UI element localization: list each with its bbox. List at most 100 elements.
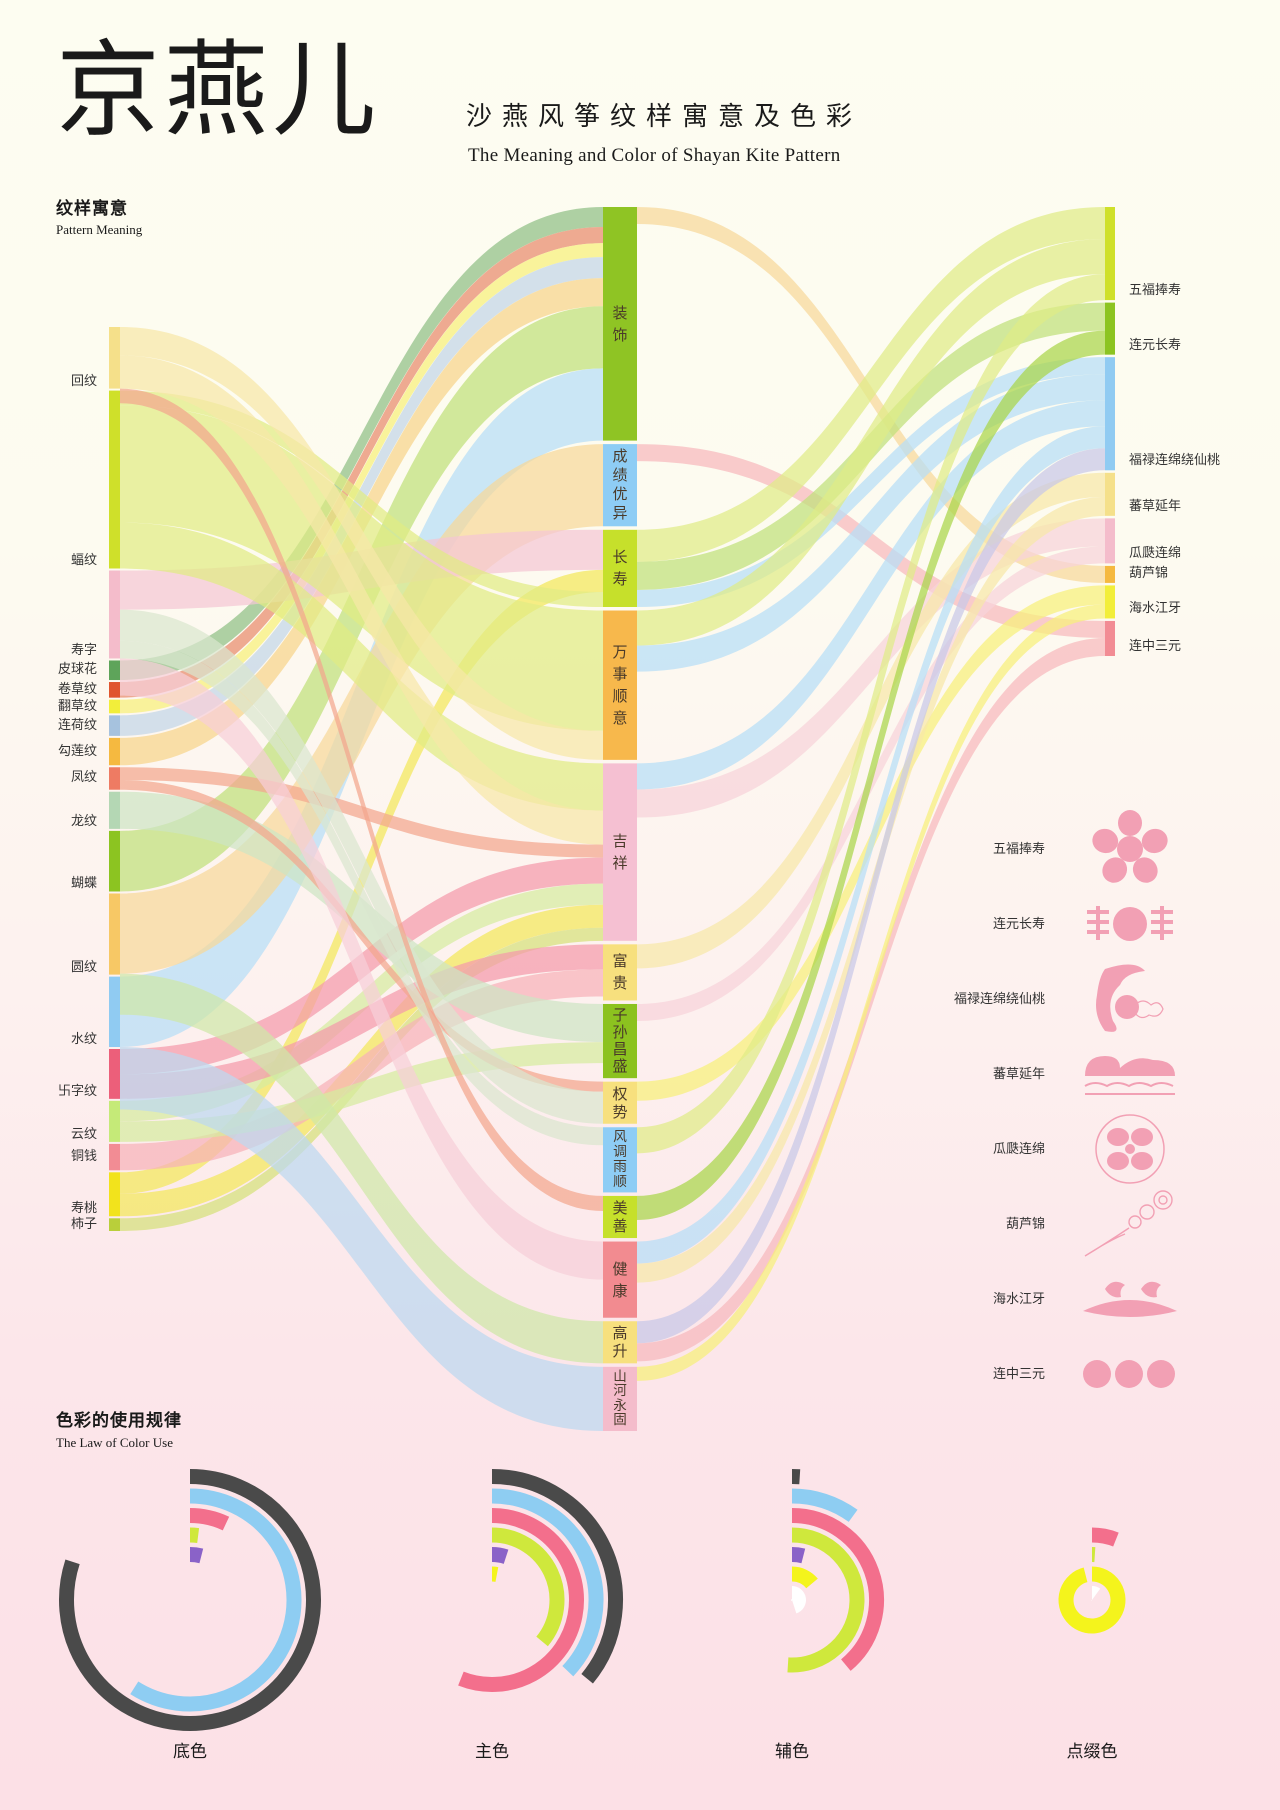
bat-peach-cloud-icon	[1075, 959, 1185, 1039]
pattern-node-回纹	[109, 327, 120, 389]
pattern-node-龙纹	[109, 791, 120, 829]
meaning-node-健康	[603, 1241, 637, 1318]
radial-chart-辅色	[787, 1469, 884, 1673]
composite-node-葫芦锦	[1105, 565, 1115, 583]
sankey-diagram	[109, 207, 1115, 1431]
pattern-label: 卐字纹	[57, 1083, 97, 1099]
radial-chart-label: 辅色	[775, 1742, 809, 1762]
meaning-node-权势	[603, 1081, 637, 1124]
pattern-node-皮球花	[109, 660, 120, 681]
pattern-label: 卷草纹	[57, 681, 97, 697]
five-bats-flower-icon	[1075, 809, 1185, 889]
pattern-node-铜钱	[109, 1143, 120, 1171]
radial-bar	[791, 1566, 818, 1589]
section-color-subtitle: The Law of Color Use	[56, 1435, 173, 1450]
pattern-icon-row: 蕃草延年	[900, 1056, 1280, 1138]
composite-node-瓜瓞连绵	[1105, 518, 1115, 564]
composite-label: 五福捧寿	[1129, 283, 1182, 299]
pattern-label: 勾莲纹	[57, 743, 97, 759]
link-云纹-吉祥	[120, 883, 603, 1122]
radial-bar	[130, 1488, 302, 1712]
pattern-node-寿字	[109, 570, 120, 659]
link-健康-福禄连绵绕仙桃	[637, 426, 1105, 1264]
section-pattern-subtitle: Pattern Meaning	[56, 222, 143, 237]
link-蝠纹-长寿	[120, 390, 603, 607]
meaning-label: 吉祥	[612, 832, 628, 873]
link-凤纹-权势	[120, 779, 603, 1092]
meaning-label: 万事顺意	[612, 643, 628, 728]
meaning-label: 装饰	[612, 303, 628, 344]
link-长寿-福禄连绵绕仙桃	[637, 357, 1105, 607]
pattern-label: 皮球花	[57, 662, 97, 678]
pattern-label: 回纹	[70, 373, 97, 389]
composite-label: 连元长寿	[1129, 337, 1182, 353]
pattern-label: 翻草纹	[57, 698, 97, 714]
pattern-node-凤纹	[109, 767, 120, 790]
radial-bar	[189, 1527, 200, 1543]
pattern-icon-name: 福禄连绵绕仙桃	[953, 992, 1045, 1007]
link-吉祥-福禄连绵绕仙桃	[637, 400, 1105, 790]
gourd-spiral-icon	[1075, 1184, 1185, 1264]
pattern-label: 蝠纹	[70, 553, 97, 569]
radial-bar	[1058, 1566, 1126, 1634]
pattern-label: 铜钱	[70, 1149, 97, 1165]
pattern-node-翻草纹	[109, 699, 120, 714]
pattern-node-勾莲纹	[109, 737, 120, 766]
pattern-icon-name: 连中三元	[992, 1367, 1045, 1382]
link-龙纹-子孙昌盛	[120, 791, 603, 1043]
link-水纹-山河永固	[120, 1047, 603, 1431]
link-万事顺意-福禄连绵绕仙桃	[637, 374, 1105, 672]
radial-bar	[491, 1488, 604, 1677]
meaning-node-美善	[603, 1195, 637, 1239]
pattern-icon-row: 连中三元	[900, 1360, 1280, 1438]
pattern-label: 寿字	[70, 643, 97, 659]
link-回纹-美善	[120, 388, 603, 1211]
composite-label: 瓜瓞连绵	[1129, 546, 1182, 562]
meaning-node-长寿	[603, 529, 637, 607]
pattern-label: 龙纹	[70, 813, 97, 829]
radial-bar	[458, 1508, 584, 1692]
pattern-node-卷草纹	[109, 682, 120, 698]
radial-chart-主色	[458, 1469, 623, 1692]
pattern-label: 寿桃	[70, 1201, 97, 1217]
radial-chart-点缀色	[1058, 1527, 1126, 1634]
composite-node-连中三元	[1105, 620, 1115, 656]
radial-bar	[787, 1527, 865, 1673]
meaning-node-万事顺意	[603, 610, 637, 760]
pattern-node-柿子	[109, 1218, 120, 1231]
links-pattern-to-meaning	[120, 207, 603, 1431]
link-吉祥-瓜瓞连绵	[637, 518, 1105, 818]
radial-bar	[791, 1547, 806, 1564]
link-皮球花-装饰	[120, 207, 603, 681]
meaning-node-子孙昌盛	[603, 1003, 637, 1079]
composite-node-连元长寿	[1105, 302, 1115, 355]
link-山河永固-海水江牙	[637, 604, 1105, 1381]
pattern-icon-row: 五福捧寿	[900, 810, 1280, 913]
link-回纹-万事顺意	[120, 327, 603, 760]
composite-label: 福禄连绵绕仙桃	[1129, 453, 1221, 469]
link-圆纹-高升	[120, 973, 603, 1364]
meaning-node-富贵	[603, 944, 637, 1001]
pattern-node-圆纹	[109, 893, 120, 975]
pattern-label: 云纹	[70, 1126, 97, 1142]
link-圆纹-成绩优异	[120, 444, 603, 974]
pattern-node-蝴蝶	[109, 830, 120, 892]
composite-node-海水江牙	[1105, 585, 1115, 619]
radial-bar	[790, 1586, 806, 1614]
meaning-node-山河永固	[603, 1366, 637, 1431]
pattern-label: 蝴蝶	[70, 876, 97, 892]
meaning-label: 山河永固	[613, 1368, 627, 1429]
link-寿字-权势	[120, 609, 603, 1124]
melon-round-icon	[1075, 1109, 1185, 1189]
pattern-icon-name: 蕃草延年	[992, 1067, 1045, 1082]
links-meaning-to-composite	[637, 207, 1105, 1381]
three-circles-icon	[1075, 1334, 1185, 1414]
radial-bar	[59, 1469, 321, 1731]
meaning-label: 成绩优异	[612, 447, 628, 523]
pattern-label: 连荷纹	[57, 717, 97, 733]
pattern-label: 水纹	[70, 1032, 97, 1047]
pattern-node-云纹	[109, 1100, 120, 1142]
radial-bar	[491, 1527, 565, 1647]
link-美善-连元长寿	[637, 330, 1105, 1220]
pattern-icon-row: 瓜瓞连绵	[900, 1114, 1280, 1213]
